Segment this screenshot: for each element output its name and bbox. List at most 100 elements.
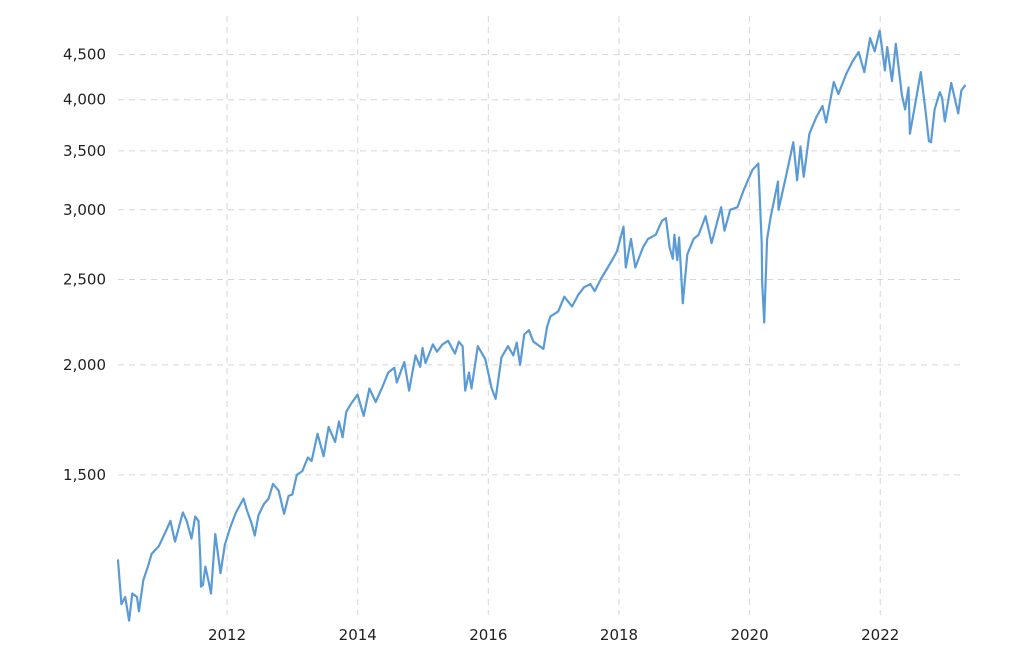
price-point — [454, 352, 456, 355]
price-point — [557, 310, 560, 313]
price-point — [138, 610, 140, 613]
price-point — [169, 520, 172, 522]
price-point — [199, 559, 202, 562]
price-point — [863, 71, 866, 73]
y-axis: 1,500 2,000 2,500 3,000 3,500 4,000 4,500 — [63, 46, 106, 484]
price-point — [704, 215, 707, 218]
price-point — [484, 358, 487, 361]
price-point — [150, 553, 153, 555]
price-point — [766, 238, 768, 240]
x-tick-label: 2012 — [208, 626, 246, 644]
price-point — [214, 533, 217, 535]
price-point — [907, 86, 910, 89]
price-point — [387, 371, 390, 374]
price-point — [515, 341, 518, 344]
price-point — [424, 362, 427, 364]
price-point — [393, 366, 396, 369]
price-point — [120, 603, 123, 606]
price-point — [277, 489, 280, 492]
price-point — [117, 559, 119, 562]
price-point — [431, 343, 434, 346]
price-point — [470, 387, 473, 390]
price-point — [182, 511, 184, 514]
price-point — [634, 266, 637, 269]
price-point — [938, 91, 941, 94]
price-point — [857, 51, 860, 54]
price-point — [461, 345, 464, 348]
price-point — [900, 94, 903, 96]
price-point — [757, 162, 760, 165]
price-point — [832, 81, 835, 83]
price-point — [200, 585, 202, 588]
price-point — [950, 82, 953, 84]
y-tick-label: 1,500 — [63, 466, 106, 484]
price-point — [796, 179, 799, 182]
price-point — [208, 582, 210, 585]
price-point — [185, 520, 188, 522]
price-point — [673, 233, 676, 236]
price-point — [334, 441, 336, 443]
price-point — [642, 246, 644, 249]
price-point — [777, 180, 779, 183]
y-tick-label: 3,000 — [63, 201, 106, 219]
price-point — [681, 302, 684, 305]
y-tick-label: 3,500 — [63, 142, 106, 160]
price-point — [845, 72, 848, 75]
price-point — [419, 365, 422, 368]
x-tick-label: 2022 — [861, 626, 899, 644]
price-point — [245, 508, 248, 511]
price-point — [964, 84, 966, 87]
price-point — [322, 455, 325, 458]
price-point — [751, 168, 754, 171]
price-point — [761, 281, 764, 284]
price-point — [338, 420, 340, 423]
price-point — [291, 493, 294, 496]
price-point — [815, 116, 818, 119]
price-point — [825, 121, 827, 124]
price-point — [615, 250, 618, 253]
price-point — [490, 387, 493, 390]
price-point — [883, 69, 886, 72]
price-point — [723, 229, 726, 232]
price-point — [194, 515, 197, 518]
price-point — [403, 361, 406, 363]
price-point — [943, 120, 946, 123]
x-tick-label: 2020 — [730, 626, 768, 644]
price-point — [769, 215, 772, 218]
price-point — [924, 111, 927, 114]
price-point — [327, 426, 330, 428]
price-point — [589, 283, 592, 286]
price-point — [571, 305, 573, 308]
price-point — [136, 596, 138, 598]
price-point — [671, 257, 674, 260]
price-point — [941, 96, 944, 99]
price-point — [436, 350, 438, 353]
y-tick-label: 2,500 — [63, 271, 106, 289]
price-point — [686, 253, 689, 256]
y-tick-label: 2,000 — [63, 356, 106, 374]
price-point — [500, 356, 503, 359]
price-point — [146, 565, 149, 568]
price-point — [190, 537, 193, 540]
price-point — [763, 321, 766, 324]
price-point — [676, 259, 679, 262]
price-point — [253, 534, 256, 537]
price-point — [821, 105, 824, 107]
price-point — [374, 401, 377, 403]
price-point — [583, 286, 586, 289]
price-point — [909, 132, 911, 135]
price-point — [283, 512, 286, 515]
price-point — [894, 42, 897, 45]
x-tick-label: 2018 — [600, 626, 638, 644]
price-point — [219, 572, 222, 575]
price-point — [808, 132, 811, 135]
price-point — [654, 233, 657, 236]
price-series-line — [116, 29, 967, 622]
price-point — [202, 584, 204, 586]
price-point — [476, 345, 479, 348]
price-point — [577, 294, 579, 297]
price-point — [229, 525, 232, 528]
price-point — [204, 565, 207, 568]
price-point — [612, 257, 614, 260]
